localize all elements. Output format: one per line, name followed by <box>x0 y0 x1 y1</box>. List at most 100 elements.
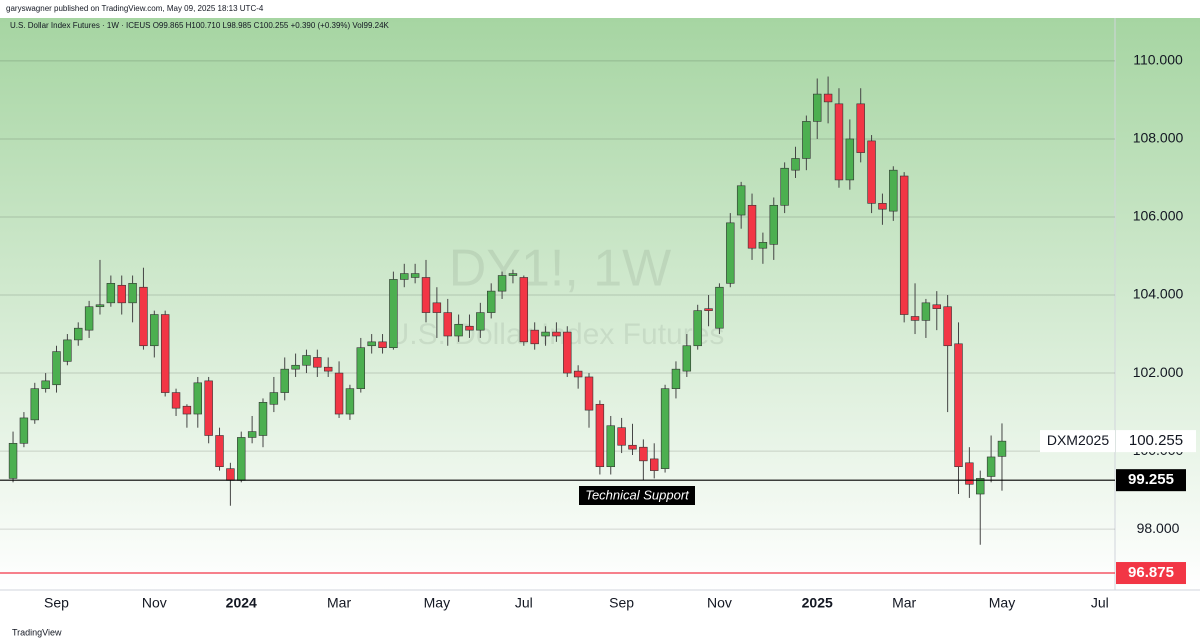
candle-body <box>813 93 822 122</box>
candle-body <box>291 364 300 370</box>
x-tick-label: Mar <box>892 595 916 611</box>
candle-body <box>400 273 409 280</box>
candle-body <box>323 366 333 372</box>
x-tick-label: Sep <box>609 595 634 611</box>
candle-body <box>856 103 865 153</box>
candle-body <box>660 388 670 469</box>
footer-logo: TradingView <box>12 627 62 637</box>
candle-body <box>193 382 202 415</box>
candle-body <box>182 405 192 415</box>
candle-body <box>486 290 496 313</box>
candle-body <box>367 341 376 347</box>
candle-body <box>476 312 485 331</box>
candle-body <box>595 403 605 468</box>
last-price-label: 100.255 <box>1129 432 1183 449</box>
x-tick-label: Jul <box>515 595 533 611</box>
x-tick-label: Nov <box>707 595 732 611</box>
candle-body <box>802 121 811 159</box>
candle-body <box>74 327 83 341</box>
candle-body <box>356 347 366 389</box>
y-tick-label: 106.000 <box>1133 208 1184 224</box>
candle-body <box>313 357 322 368</box>
x-tick-label: May <box>424 595 450 611</box>
x-tick-label: 2025 <box>802 595 833 611</box>
candle-body <box>84 306 94 331</box>
candle-body <box>726 222 735 284</box>
price-label-box <box>1116 562 1186 585</box>
candle-body <box>52 351 61 386</box>
candle-body <box>421 277 431 313</box>
candle-body <box>889 169 898 212</box>
candle-body <box>19 417 29 444</box>
candle-body <box>639 446 648 462</box>
candle-body <box>41 380 50 389</box>
annotation-box <box>579 486 695 505</box>
candle-body <box>410 273 420 278</box>
candle-body <box>302 355 311 366</box>
candle-body <box>954 343 963 468</box>
candle-body <box>965 462 974 485</box>
candle-body <box>584 376 594 411</box>
last-symbol: DXM2025 <box>1047 432 1109 448</box>
candle-body <box>30 388 39 421</box>
candle-body <box>715 286 724 329</box>
candle-body <box>617 427 626 446</box>
candle-body <box>117 284 126 304</box>
x-tick-label: Nov <box>142 595 167 611</box>
candle-body <box>834 103 844 181</box>
candle-body <box>693 310 702 347</box>
candle-body <box>997 440 1007 457</box>
y-tick-label: 98.000 <box>1137 520 1180 536</box>
candle-body <box>780 167 789 206</box>
candle-body <box>269 392 279 405</box>
candle-body <box>139 286 148 347</box>
candle-body <box>128 283 137 304</box>
candle-body <box>671 368 681 389</box>
price-label: 96.875 <box>1128 564 1174 581</box>
candle-body <box>563 331 572 374</box>
candle-body <box>465 325 474 331</box>
publisher: garyswagner published on TradingView.com… <box>6 4 264 13</box>
candle-body <box>606 425 615 468</box>
candle-body <box>258 402 268 436</box>
candle-body <box>237 437 246 481</box>
candle-body <box>160 314 170 393</box>
last-price-box <box>1116 430 1196 453</box>
candle-body <box>758 242 768 249</box>
candle-body <box>247 431 257 438</box>
candle-body <box>432 302 442 313</box>
candle-body <box>508 273 518 276</box>
candle-body <box>171 392 181 409</box>
candle-body <box>519 277 529 343</box>
candle-body <box>106 283 116 304</box>
candle-body <box>541 331 550 337</box>
candle-body <box>704 308 713 311</box>
candle-body <box>878 203 887 210</box>
candle-body <box>63 339 72 362</box>
annotation: Technical Support <box>585 487 690 502</box>
candle-body <box>8 442 18 479</box>
candle-body <box>736 185 746 216</box>
candle-body <box>769 204 778 245</box>
candle-body <box>682 345 692 372</box>
y-tick-label: 110.000 <box>1133 52 1183 68</box>
candle-body <box>791 158 800 171</box>
candle-body <box>530 329 539 345</box>
candle-body <box>976 478 985 495</box>
candle-body <box>204 380 213 436</box>
candle-body <box>932 304 941 309</box>
symbol-line: U.S. Dollar Index Futures · 1W · ICEUS O… <box>10 21 390 30</box>
y-tick-label: 102.000 <box>1133 364 1184 380</box>
price-label-box <box>1116 469 1186 492</box>
candle-body <box>95 304 105 308</box>
candle-body <box>334 372 344 415</box>
candle-body <box>226 468 235 481</box>
candle-body <box>747 204 757 249</box>
x-tick-label: Jul <box>1091 595 1109 611</box>
candle-body <box>845 138 855 181</box>
candle-body <box>628 444 637 450</box>
candle-body <box>986 456 996 477</box>
plot <box>0 60 1115 545</box>
candle-body <box>823 93 833 103</box>
